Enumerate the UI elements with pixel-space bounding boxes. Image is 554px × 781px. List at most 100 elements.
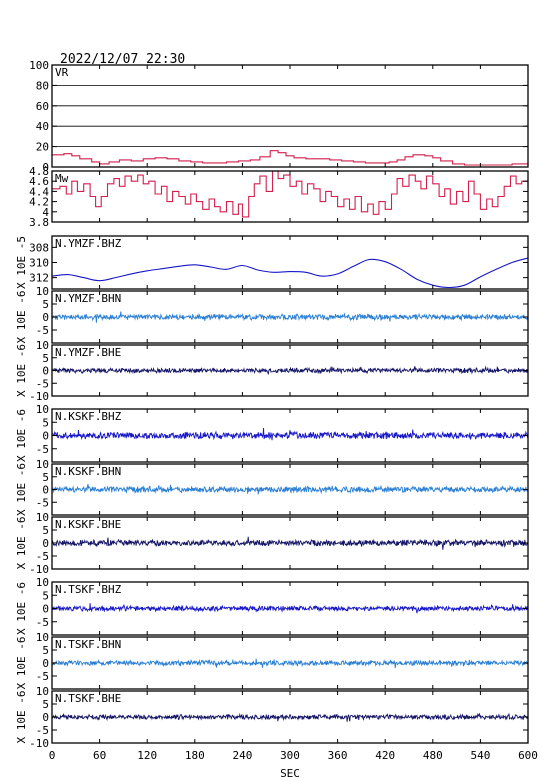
y-tick-label: 4.6	[29, 175, 49, 188]
y-tick-label: 0	[42, 161, 49, 174]
x-tick-label: 240	[232, 749, 252, 762]
y-axis-unit-label: X 10E -6	[15, 691, 28, 744]
panel-label: N.TSKF.BHN	[55, 638, 121, 651]
y-tick-label: 10	[36, 576, 49, 589]
y-tick-label: 0	[42, 537, 49, 550]
y-tick-label: 4	[42, 206, 49, 219]
series-line	[52, 150, 529, 166]
y-tick-label: 80	[36, 79, 49, 92]
timestamp-label: 2022/12/07 22:30	[60, 52, 185, 67]
series-line	[51, 658, 529, 669]
y-tick-label: 0	[42, 657, 49, 670]
y-tick-label: 10	[36, 685, 49, 698]
y-tick-label: -5	[36, 616, 49, 629]
y-tick-label: 10	[36, 403, 49, 416]
series-line	[51, 257, 529, 289]
y-tick-label: -5	[36, 670, 49, 683]
y-tick-label: -10	[29, 390, 49, 403]
y-axis-unit-label: X 10E -6	[15, 409, 28, 462]
y-tick-label: -5	[36, 724, 49, 737]
y-axis-unit-label: X 10E -6	[15, 463, 28, 516]
y-axis-unit-label: X 10E -6	[15, 291, 28, 344]
panel-1: 0 20 40 60 80 100 VR	[29, 59, 529, 174]
series-line	[51, 484, 529, 495]
y-tick-label: 20	[36, 141, 49, 154]
panel-frame	[51, 64, 529, 168]
y-tick-label: -5	[36, 550, 49, 563]
y-tick-label: 5	[42, 471, 49, 484]
x-tick-label: 540	[470, 749, 490, 762]
y-tick-label: -10	[29, 737, 49, 750]
y-tick-label: 308	[29, 241, 49, 254]
x-tick-label: 60	[93, 749, 106, 762]
panel-label: N.KSKF.BHZ	[55, 410, 122, 423]
y-tick-label: -5	[36, 324, 49, 337]
y-tick-label: 0	[42, 311, 49, 324]
series-line	[51, 712, 529, 722]
y-tick-label: 5	[42, 416, 49, 429]
y-tick-label: 10	[36, 285, 49, 298]
panel-label: N.KSKF.BHE	[55, 518, 121, 531]
x-axis: 0 60 120 180 240 300 360 420 480 540 600	[49, 749, 538, 762]
y-tick-label: 10	[36, 511, 49, 524]
panel-label: N.KSKF.BHN	[55, 465, 121, 478]
y-tick-label: -5	[36, 377, 49, 390]
y-tick-label: 312	[29, 272, 49, 285]
series-line	[51, 536, 529, 550]
panel-label: N.TSKF.BHE	[55, 692, 121, 705]
series-line	[51, 311, 529, 323]
y-tick-label: -5	[36, 496, 49, 509]
y-tick-label: 5	[42, 644, 49, 657]
panel-label: N.YMZF.BHE	[55, 346, 121, 359]
series-line	[52, 170, 529, 218]
y-tick-label: 10	[36, 339, 49, 352]
y-axis-unit-label: X 10E -5	[15, 236, 28, 289]
y-tick-label: 0	[42, 484, 49, 497]
y-tick-label: 0	[42, 365, 49, 378]
y-tick-label: 5	[42, 698, 49, 711]
series-line	[51, 365, 529, 375]
y-tick-label: 10	[36, 631, 49, 644]
y-tick-label: -10	[29, 563, 49, 576]
y-axis-unit-label: X 10E -6	[15, 582, 28, 635]
x-tick-label: 120	[137, 749, 157, 762]
y-axis-unit-label: X 10E -6	[15, 637, 28, 690]
x-tick-label: 360	[328, 749, 348, 762]
x-tick-label: 600	[518, 749, 538, 762]
y-tick-label: 10	[36, 458, 49, 471]
panel-2: 3.844.24.44.64.8 Mw	[29, 165, 529, 229]
y-tick-label: 0	[42, 430, 49, 443]
panel-label: N.TSKF.BHZ	[55, 583, 122, 596]
panel-label: N.YMZF.BHZ	[55, 237, 122, 250]
y-tick-label: 5	[42, 524, 49, 537]
panel-label: N.YMZF.BHN	[55, 292, 121, 305]
x-axis-label: SEC	[280, 767, 300, 780]
y-tick-label: 5	[42, 298, 49, 311]
y-tick-label: 0	[42, 711, 49, 724]
series-line	[51, 603, 529, 614]
y-tick-label: 40	[36, 120, 49, 133]
x-tick-label: 420	[375, 749, 395, 762]
y-tick-label: 4.2	[29, 196, 49, 209]
x-tick-label: 0	[49, 749, 56, 762]
y-tick-label: 100	[29, 59, 49, 72]
panel-3: 312 310 308 N.YMZF.BHZ X 10E -5	[15, 235, 529, 290]
series-line	[51, 427, 529, 441]
panels-group: 020406080100VR3.844.24.44.64.8Mw31231030…	[15, 59, 529, 750]
panel-frame	[51, 235, 529, 290]
panel-label: VR	[55, 66, 69, 79]
y-tick-label: 60	[36, 100, 49, 113]
y-tick-label: 3.8	[29, 216, 49, 229]
panel-label: Mw	[55, 172, 69, 185]
y-tick-label: 0	[42, 603, 49, 616]
y-tick-label: -5	[36, 443, 49, 456]
y-tick-label: 4.8	[29, 165, 49, 178]
